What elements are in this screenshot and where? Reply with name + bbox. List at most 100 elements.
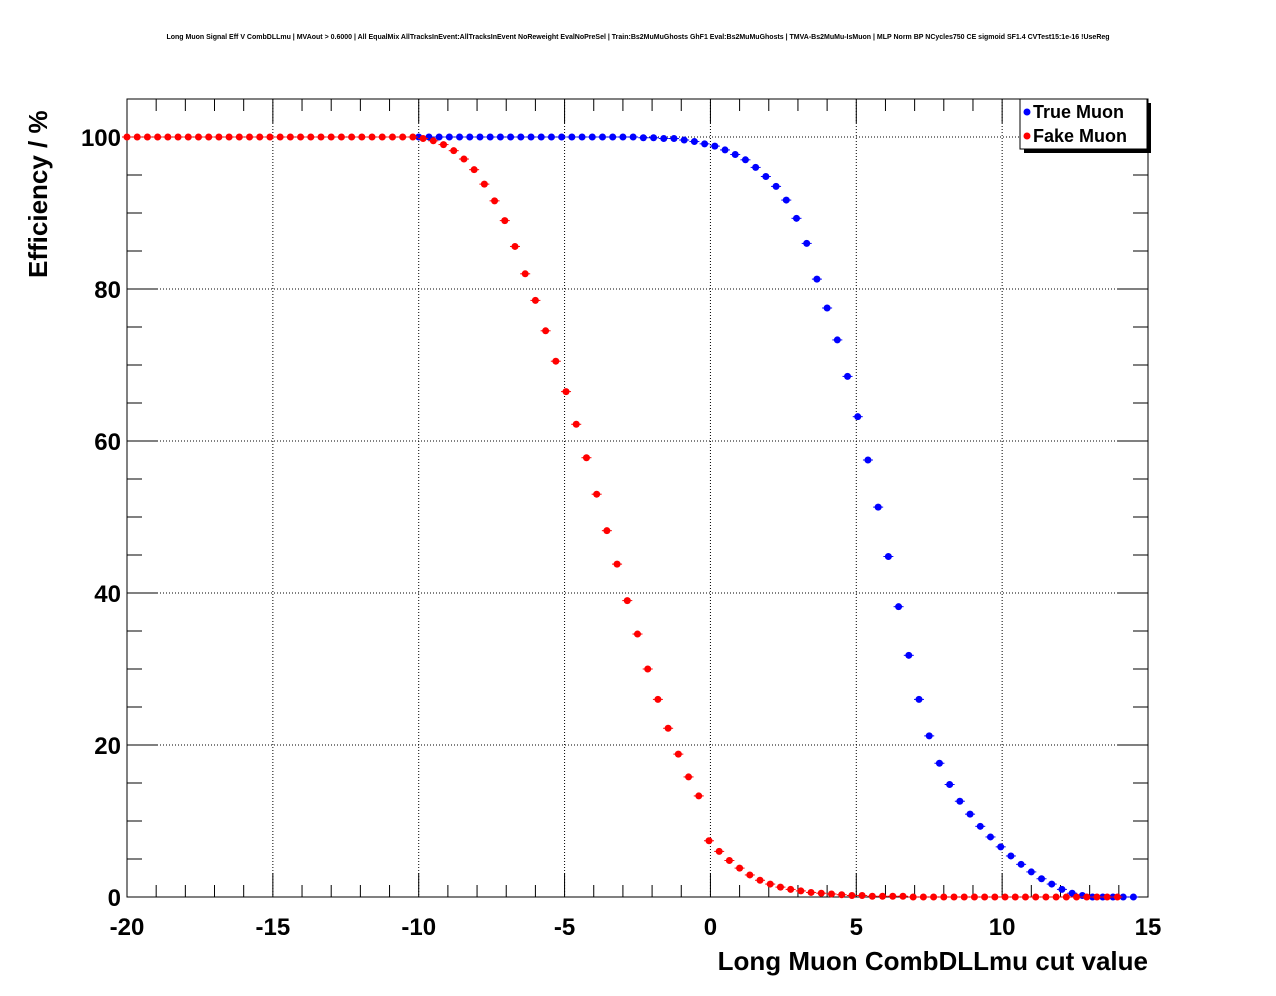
data-point [246,133,254,141]
data-point [225,133,233,141]
data-point [1129,893,1137,901]
data-point [154,133,162,141]
data-point [741,156,749,164]
data-point [864,456,872,464]
data-point [827,890,835,898]
x-tick-label: -15 [256,914,291,941]
data-point [623,597,631,605]
data-point [889,892,897,900]
data-point [660,135,668,143]
data-point [440,141,448,149]
data-point [235,133,243,141]
data-point [838,891,846,899]
data-point [476,133,484,141]
y-tick-label: 0 [108,885,121,912]
series-fake-muon [122,133,1123,901]
data-point [807,888,815,896]
data-point [568,133,576,141]
data-point [184,133,192,141]
data-point [348,133,356,141]
y-axis: 0 20 40 60 80 100 [81,98,1148,912]
data-point [874,503,882,511]
data-point [1093,893,1101,901]
data-point [1058,885,1066,893]
data-point [930,893,938,901]
data-point [527,133,535,141]
data-point [1103,893,1111,901]
data-point [486,133,494,141]
data-point [1083,893,1091,901]
x-axis-label: Long Muon CombDLLmu cut value [718,946,1148,976]
data-point [644,665,652,673]
data-point [695,792,703,800]
data-point [690,138,698,146]
data-point [654,695,662,703]
data-point [613,560,621,568]
data-point [317,133,325,141]
data-point [435,133,443,141]
data-point [1032,893,1040,901]
data-point [496,133,504,141]
x-tick-label: -10 [401,914,436,941]
data-point [848,891,856,899]
data-point [399,133,407,141]
legend: True Muon Fake Muon [1019,98,1151,153]
data-point [537,133,545,141]
y-tick-label: 80 [94,277,121,304]
data-point [639,134,647,142]
data-point [572,420,580,428]
x-tick-label: -5 [554,914,575,941]
data-point [470,166,478,174]
data-point [772,182,780,190]
data-point [205,133,213,141]
data-point [966,810,974,818]
data-point [511,242,519,250]
data-point [685,773,693,781]
data-point [762,173,770,181]
y-tick-label: 60 [94,429,121,456]
data-point [194,133,202,141]
data-point [491,197,499,205]
data-point [919,893,927,901]
data-point [705,837,713,845]
data-point [388,133,396,141]
data-point [629,133,637,141]
data-point [935,759,943,767]
data-point [1062,893,1070,901]
data-point [731,150,739,158]
data-point [598,133,606,141]
data-point [701,140,709,148]
data-point [174,133,182,141]
data-point [715,847,723,855]
data-point [1007,852,1015,860]
data-point [297,133,305,141]
data-point [787,885,795,893]
data-point [1001,893,1009,901]
data-point [507,133,515,141]
data-point [899,892,907,900]
data-point [521,270,529,278]
data-point [1119,893,1127,901]
data-point [588,133,596,141]
data-point [721,146,729,154]
plot-frame-rect [126,98,1149,898]
data-point [680,136,688,144]
data-point [823,304,831,312]
data-point [1011,893,1019,901]
data-point [337,133,345,141]
data-point [674,750,682,758]
y-tick-label: 40 [94,581,121,608]
data-point [609,133,617,141]
data-point [450,147,458,155]
x-tick-label: 10 [989,914,1016,941]
data-point [429,137,437,145]
data-point [858,891,866,899]
data-point [547,133,555,141]
data-point [1027,868,1035,876]
data-point [844,372,852,380]
x-axis: -20 -15 -10 -5 0 5 10 15 [110,99,1161,941]
data-point [905,651,913,659]
data-point [582,454,590,462]
data-point [776,883,784,891]
data-series [122,133,1139,901]
